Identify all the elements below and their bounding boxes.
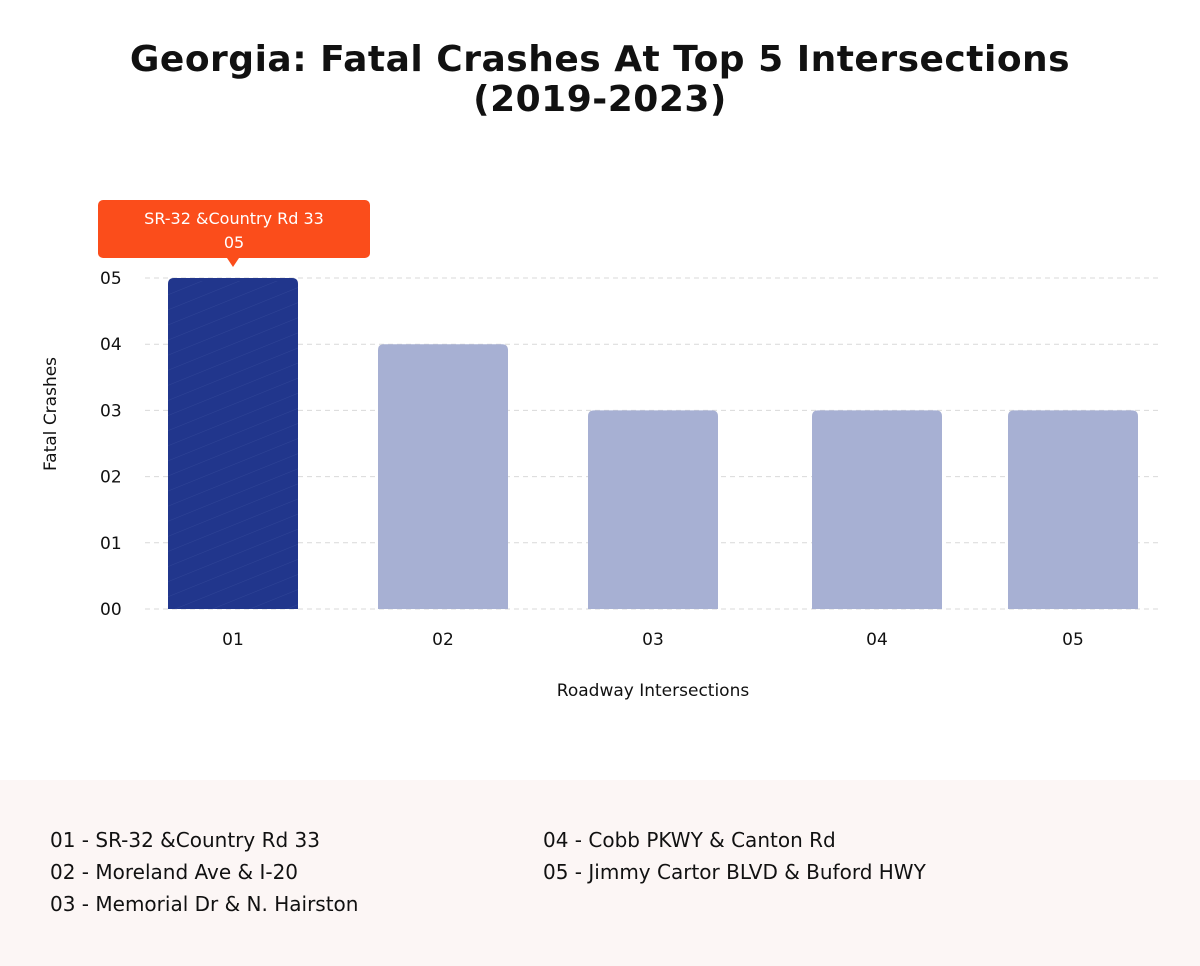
bar-04[interactable]	[812, 410, 942, 609]
x-tick-label: 04	[866, 630, 888, 650]
x-tick-label: 02	[432, 630, 454, 650]
x-tick-label: 05	[1062, 630, 1084, 650]
y-tick-label: 03	[100, 401, 122, 421]
legend-item: 02 - Moreland Ave & I-20	[50, 860, 299, 884]
legend-item: 04 - Cobb PKWY & Canton Rd	[543, 828, 836, 852]
legend: 01 - SR-32 &Country Rd 33 02 - Moreland …	[0, 780, 1200, 966]
tooltip-pointer	[227, 258, 239, 267]
y-axis-label: Fatal Crashes	[41, 357, 61, 471]
legend-item: 01 - SR-32 &Country Rd 33	[50, 828, 320, 852]
x-axis-label: Roadway Intersections	[557, 681, 750, 701]
y-tick-label: 00	[100, 600, 122, 620]
y-tick-label: 04	[100, 335, 122, 355]
title-line-2: (2019-2023)	[473, 79, 727, 120]
bar-hatch	[168, 281, 298, 609]
tooltip-value: 05	[224, 233, 244, 252]
legend-item: 05 - Jimmy Cartor BLVD & Buford HWY	[543, 860, 926, 884]
tooltip-label: SR-32 &Country Rd 33	[144, 209, 324, 228]
legend-item: 03 - Memorial Dr & N. Hairston	[50, 892, 359, 916]
x-tick-label: 01	[222, 630, 244, 650]
y-tick-label: 05	[100, 269, 122, 289]
title-line-1: Georgia: Fatal Crashes At Top 5 Intersec…	[129, 39, 1071, 80]
chart-title: Georgia: Fatal Crashes At Top 5 Intersec…	[0, 40, 1200, 120]
x-tick-label: 03	[642, 630, 664, 650]
bar-05[interactable]	[1008, 410, 1138, 609]
tooltip: SR-32 &Country Rd 33 05	[98, 200, 370, 267]
tooltip-box	[98, 200, 370, 258]
y-tick-label: 01	[100, 534, 122, 554]
y-tick-label: 02	[100, 468, 122, 488]
bar-chart: 00 01 02 03 04 05 01 02 03 04 05 Fatal Crashes Roa…	[41, 200, 1160, 701]
bar-02[interactable]	[378, 344, 508, 609]
bar-03[interactable]	[588, 410, 718, 609]
